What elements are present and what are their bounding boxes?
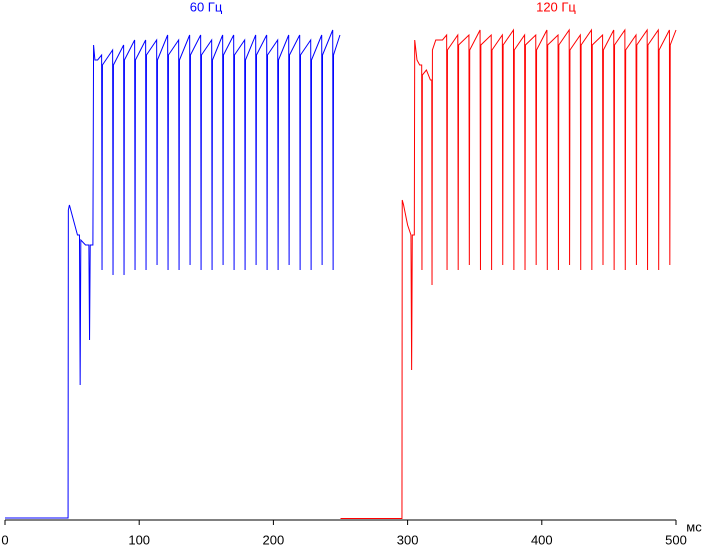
x-tick-label: 500 — [665, 532, 687, 547]
series-label: 120 Гц — [536, 0, 576, 14]
x-tick-label: 300 — [397, 532, 419, 547]
x-tick-label: 0 — [1, 532, 8, 547]
series-line — [5, 29, 341, 519]
series-label: 60 Гц — [190, 0, 223, 14]
x-tick-label: 200 — [263, 532, 285, 547]
series-line — [340, 28, 677, 519]
x-tick-label: 100 — [128, 532, 150, 547]
x-tick-label: 400 — [531, 532, 553, 547]
x-axis-label: мс — [686, 519, 702, 534]
